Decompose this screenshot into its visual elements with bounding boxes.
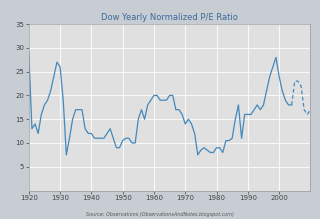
Text: Source: Observations (ObservationsAndNotes.blogspot.com): Source: Observations (ObservationsAndNot…: [86, 212, 234, 217]
Title: Dow Yearly Normalized P/E Ratio: Dow Yearly Normalized P/E Ratio: [101, 13, 238, 22]
